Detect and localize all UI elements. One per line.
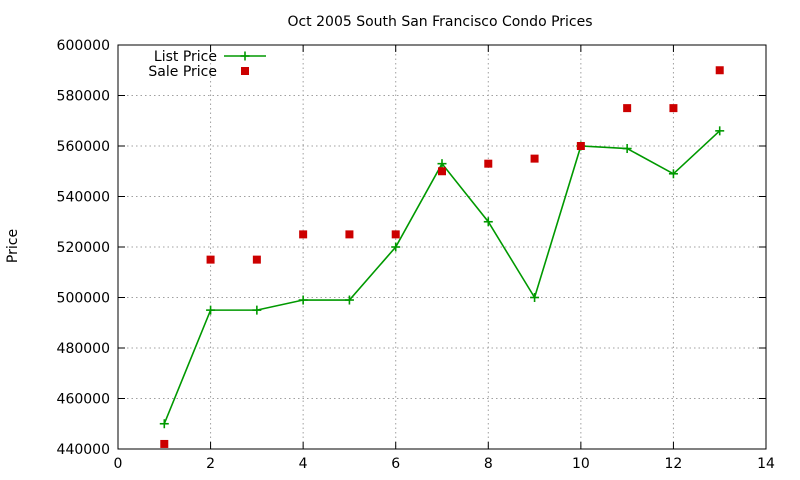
y-tick-label: 480000 [57, 341, 110, 357]
y-tick-label: 440000 [57, 442, 110, 458]
y-axis-label: Price [5, 229, 21, 263]
sale-price-point [252, 255, 261, 264]
sale-price-point [438, 167, 446, 176]
list-price-point [622, 144, 632, 154]
sale-price-point [345, 230, 354, 239]
y-tick-label: 540000 [57, 190, 110, 206]
y-tick-label: 500000 [57, 291, 110, 307]
x-tick-label: 8 [484, 456, 493, 472]
list-price-point [668, 169, 678, 179]
list-price-point [344, 295, 354, 305]
x-tick-label: 0 [114, 456, 123, 472]
list-price-point [437, 159, 447, 169]
x-tick-label: 10 [572, 456, 590, 472]
list-price-point [391, 242, 401, 252]
legend-label: Sale Price [148, 64, 217, 80]
y-tick-label: 580000 [57, 89, 110, 105]
x-tick-label: 14 [757, 456, 775, 472]
y-tick-label: 600000 [57, 38, 110, 54]
sale-price-point [715, 66, 724, 75]
legend-key-marker [241, 67, 249, 75]
list-price-point [530, 293, 540, 302]
list-price-point [252, 305, 262, 315]
y-tick-label: 460000 [57, 392, 110, 408]
x-tick-label: 6 [391, 456, 400, 472]
plot-frame [117, 44, 767, 450]
x-tick-label: 2 [206, 456, 215, 472]
legend-key-marker [240, 51, 250, 61]
sale-price-point [623, 104, 632, 113]
x-tick-label: 12 [665, 456, 683, 472]
sale-price-point [530, 154, 539, 163]
list-price-point [206, 305, 216, 315]
axis-ticks: 0 2 4 6 8 10 12 14 440000 460000 480000 500000 52000… [57, 38, 775, 472]
sale-price-point [299, 230, 308, 239]
legend-label: List Price [154, 49, 217, 65]
list-price-point [483, 217, 493, 227]
y-tick-label: 520000 [57, 240, 110, 256]
sale-price-point [391, 230, 400, 239]
list-price-point [159, 419, 169, 429]
grid-lines [118, 45, 766, 449]
y-tick-label: 560000 [57, 139, 110, 155]
sale-price-point [576, 142, 585, 150]
chart-title: Oct 2005 South San Francisco Condo Price… [287, 14, 592, 30]
list-price-point [715, 126, 725, 136]
sale-price-point [669, 104, 678, 113]
series-group [159, 66, 725, 448]
sale-price-point [160, 439, 169, 448]
sale-price-point [484, 159, 493, 168]
sale-price-point [206, 255, 215, 264]
x-tick-label: 4 [299, 456, 308, 472]
list-price-point [298, 295, 308, 305]
